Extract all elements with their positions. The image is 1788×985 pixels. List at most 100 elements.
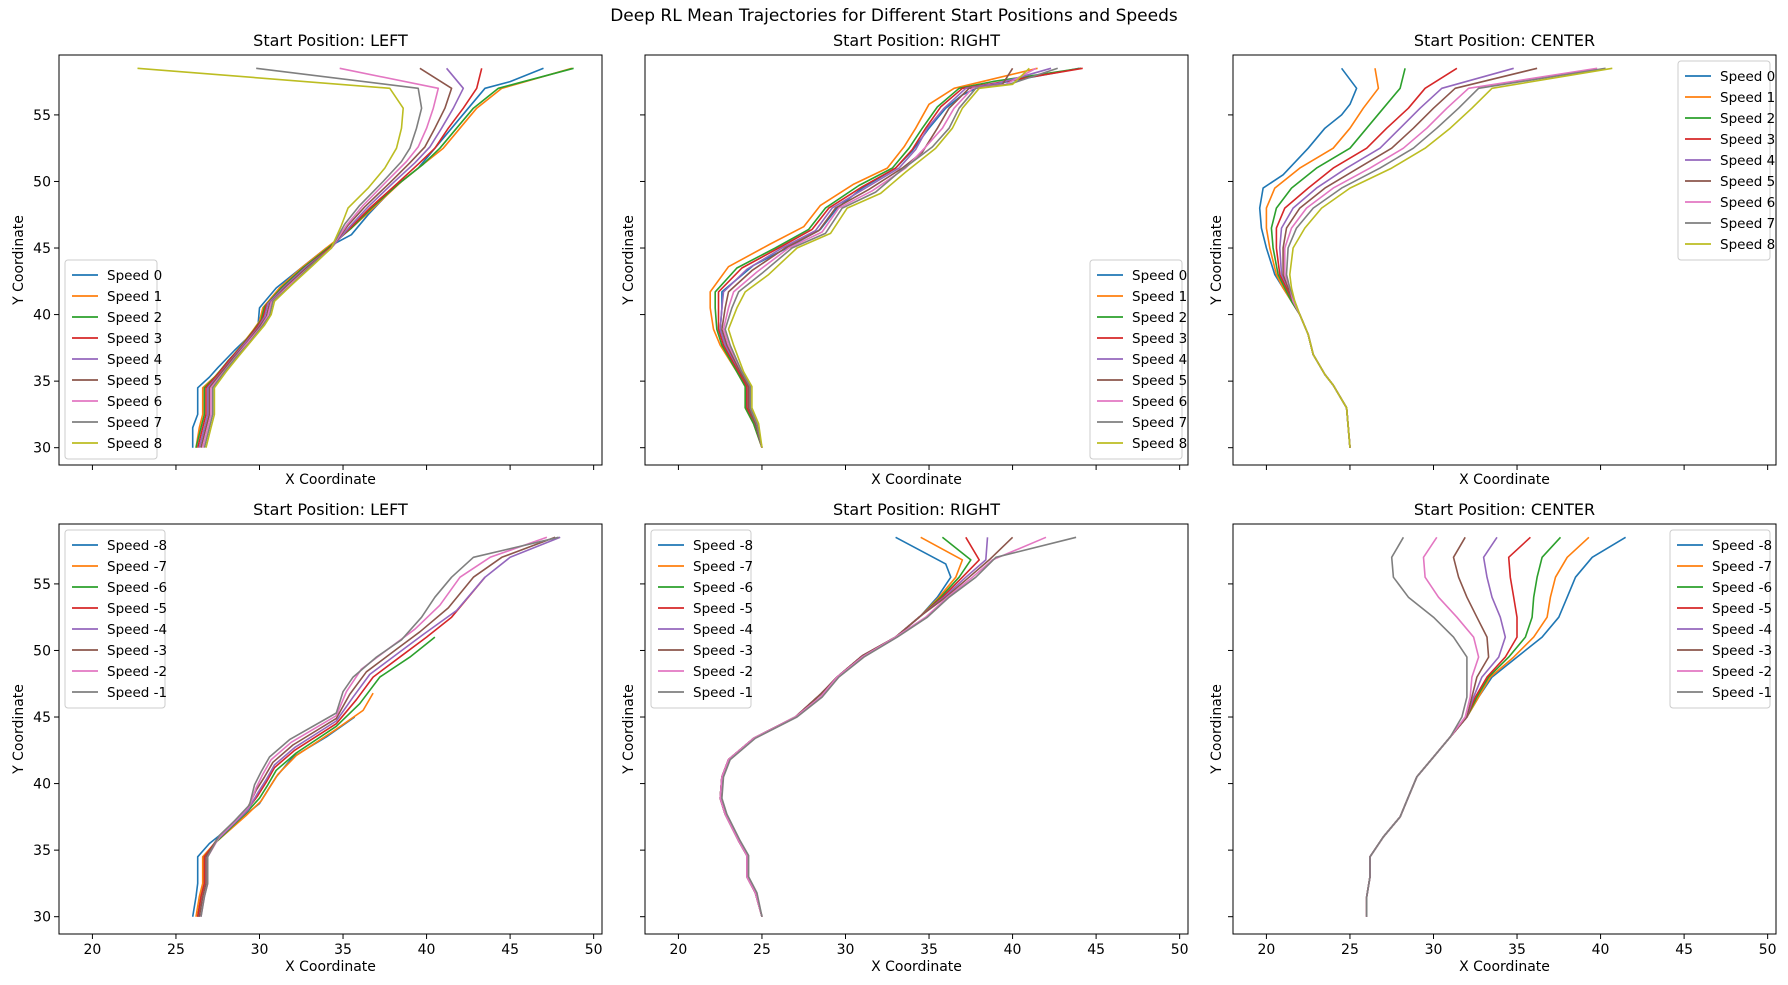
legend-label: Speed 7 (107, 415, 162, 431)
legend-label: Speed -6 (1712, 580, 1772, 596)
x-tick-label: 35 (334, 942, 352, 958)
subplot-6: Start Position: CENTER 20 25 30 35 40 45 50 X Co… (1209, 500, 1777, 975)
series-group (1365, 536, 1627, 917)
axes-frame (58, 54, 603, 466)
series-group (191, 536, 561, 917)
legend-label: Speed -5 (107, 601, 167, 617)
series-group (1258, 67, 1613, 448)
series-line-speed-2 (195, 67, 574, 448)
legend-label: Speed -8 (693, 538, 753, 554)
legend-label: Speed -6 (693, 580, 753, 596)
series-line-speed-8 (1289, 67, 1613, 448)
x-tick-label: 20 (84, 942, 102, 958)
series-line-speed--5 (196, 576, 486, 917)
legend-box (64, 529, 166, 709)
figure-suptitle: Deep RL Mean Trajectories for Different … (610, 6, 1178, 26)
legend-label: Speed 7 (1720, 216, 1775, 232)
x-tick-label: 50 (585, 942, 603, 958)
series-line-speed--1 (200, 536, 559, 917)
x-axis-label: X Coordinate (1459, 472, 1550, 488)
legend-label: Speed -7 (693, 559, 753, 575)
axes-frame (1232, 54, 1777, 466)
legend-label: Speed -3 (693, 643, 753, 659)
legend-label: Speed -5 (693, 601, 753, 617)
legend-label: Speed 5 (1720, 174, 1775, 190)
series-line-speed-5 (721, 67, 1014, 448)
x-tick-label: 40 (418, 942, 436, 958)
x-axis-label: X Coordinate (871, 959, 962, 975)
legend-label: Speed -8 (1712, 538, 1772, 554)
x-tick-label: 30 (1425, 942, 1443, 958)
y-tick-label: 30 (33, 910, 51, 926)
subplot-title: Start Position: CENTER (1414, 31, 1595, 50)
legend-label: Speed 3 (107, 331, 162, 347)
axes-frame (644, 523, 1189, 935)
series-line-speed--1 (721, 536, 1077, 917)
legend-label: Speed 5 (107, 373, 162, 389)
series-line-speed--2 (1365, 536, 1480, 917)
legend-box (1677, 60, 1771, 261)
series-group (719, 536, 1077, 917)
x-tick-label: 35 (920, 942, 938, 958)
y-axis-label: Y Coordinate (621, 215, 637, 306)
subplot-4: Start Position: LEFT 20 25 30 35 40 45 50 30 35 40… (11, 500, 603, 975)
legend-label: Speed -3 (1712, 643, 1772, 659)
legend-label: Speed -2 (693, 664, 753, 680)
axes-frame (58, 523, 603, 935)
series-line-speed--1 (1365, 536, 1468, 917)
series-line-speed--4 (198, 536, 561, 917)
series-line-speed-3 (196, 68, 483, 448)
legend: Speed 0 Speed 1 Speed 2 Speed 3 Speed 4 Speed… (1089, 259, 1187, 460)
series-line-speed-5 (1282, 67, 1538, 448)
x-axis-label: X Coordinate (1459, 959, 1550, 975)
legend-label: Speed 1 (1132, 289, 1187, 305)
legend: Speed -8 Speed -7 Speed -6 Speed -5 Speed -4… (64, 529, 167, 709)
series-line-speed-0 (191, 67, 544, 448)
legend-label: Speed -6 (107, 580, 167, 596)
series-line-speed--7 (195, 692, 374, 917)
legend-label: Speed 3 (1720, 132, 1775, 148)
legend-label: Speed 6 (1132, 394, 1187, 410)
legend: Speed 0 Speed 1 Speed 2 Speed 3 Speed 4 Speed… (64, 259, 162, 460)
x-tick-label: 30 (837, 942, 855, 958)
series-group (137, 67, 574, 448)
legend-label: Speed 7 (1132, 415, 1187, 431)
legend-box (1089, 259, 1183, 460)
legend-label: Speed 3 (1132, 331, 1187, 347)
series-line-speed--7 (719, 536, 964, 917)
series-line-speed-0 (719, 67, 1080, 448)
y-tick-label: 35 (33, 843, 51, 859)
legend-label: Speed -1 (693, 685, 753, 701)
legend-box (1669, 529, 1771, 709)
legend-label: Speed -5 (1712, 601, 1772, 617)
series-line-speed-8 (137, 67, 404, 448)
series-line-speed-7 (1285, 67, 1606, 448)
subplot-1: Start Position: LEFT 30 35 40 45 50 55 X Coordi… (11, 31, 603, 488)
legend-label: Speed -1 (107, 685, 167, 701)
legend-label: Speed 4 (1720, 153, 1775, 169)
legend-label: Speed 4 (1132, 352, 1187, 368)
axes-frame (1232, 523, 1777, 935)
y-tick-label: 50 (33, 174, 51, 190)
series-line-speed--3 (1365, 536, 1490, 917)
subplot-title: Start Position: RIGHT (833, 31, 1000, 50)
y-axis-label: Y Coordinate (11, 215, 27, 306)
legend-label: Speed 2 (107, 310, 162, 326)
series-line-speed-1 (195, 67, 573, 448)
legend-label: Speed 2 (1132, 310, 1187, 326)
legend-label: Speed 8 (1132, 436, 1187, 452)
series-line-speed-8 (727, 67, 1030, 448)
series-line-speed--8 (191, 716, 356, 917)
series-line-speed--3 (719, 536, 1014, 917)
y-tick-label: 45 (33, 710, 51, 726)
series-line-speed--5 (1365, 536, 1531, 917)
legend-label: Speed 5 (1132, 373, 1187, 389)
series-line-speed-5 (200, 67, 453, 448)
x-axis-label: X Coordinate (285, 959, 376, 975)
y-tick-label: 55 (33, 577, 51, 593)
subplot-3: Start Position: CENTER X Coordinate Y Coor… (1209, 31, 1777, 488)
series-line-speed-7 (724, 67, 1058, 448)
series-line-speed-4 (198, 67, 465, 448)
x-tick-label: 35 (1508, 942, 1526, 958)
y-tick-label: 40 (33, 777, 51, 793)
